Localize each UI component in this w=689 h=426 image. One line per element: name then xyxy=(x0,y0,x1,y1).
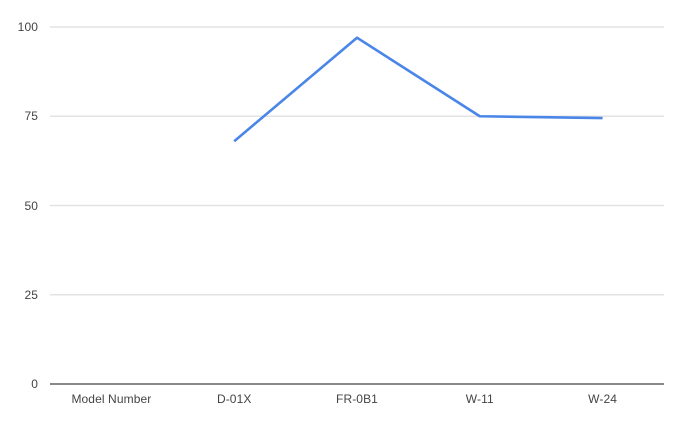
y-tick-label: 0 xyxy=(31,377,38,391)
x-tick-label: D-01X xyxy=(216,392,252,406)
x-tick-label: Model Number xyxy=(71,392,152,406)
series-line xyxy=(233,36,603,143)
x-tick-label: W-11 xyxy=(465,392,494,406)
x-tick-label: FR-0B1 xyxy=(336,392,378,406)
y-tick-label: 50 xyxy=(24,198,38,213)
y-tick-label: 100 xyxy=(17,20,38,34)
y-tick-label: 75 xyxy=(24,109,38,124)
y-tick-label: 25 xyxy=(24,287,38,302)
data-series xyxy=(233,36,603,143)
x-tick-label: W-24 xyxy=(588,392,618,406)
gridlines xyxy=(50,26,664,296)
